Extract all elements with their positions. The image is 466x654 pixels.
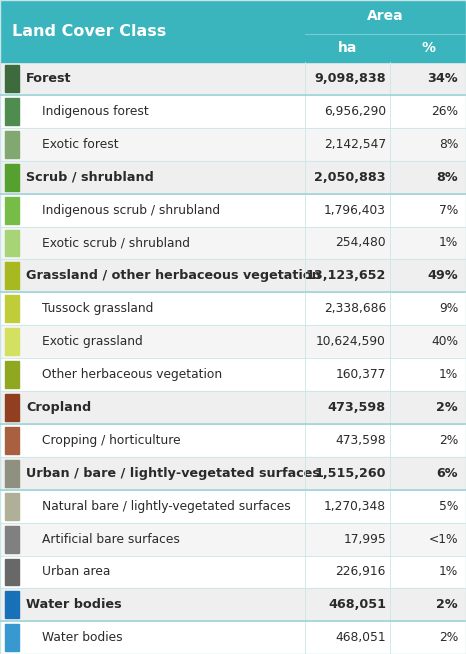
Text: 6,956,290: 6,956,290	[324, 105, 386, 118]
Text: Natural bare / lightly-vegetated surfaces: Natural bare / lightly-vegetated surface…	[42, 500, 291, 513]
Bar	[0, 523, 466, 555]
Text: 49%: 49%	[427, 269, 458, 283]
Bar	[0, 62, 466, 95]
Text: <1%: <1%	[429, 532, 458, 545]
Text: 7%: 7%	[439, 203, 458, 216]
Text: 26%: 26%	[431, 105, 458, 118]
Bar	[5, 262, 19, 289]
Text: 254,480: 254,480	[336, 237, 386, 249]
Bar	[5, 427, 19, 454]
Bar	[0, 226, 466, 260]
Text: 468,051: 468,051	[328, 598, 386, 611]
Bar	[5, 460, 19, 487]
Text: 2,142,547: 2,142,547	[324, 138, 386, 151]
Text: 40%: 40%	[431, 335, 458, 348]
Bar	[0, 325, 466, 358]
Text: 1%: 1%	[439, 237, 458, 249]
Bar	[0, 161, 466, 194]
Bar	[5, 591, 19, 618]
Bar	[0, 194, 466, 226]
Bar	[0, 589, 466, 621]
Bar	[5, 559, 19, 585]
Bar	[0, 95, 466, 128]
Bar	[0, 555, 466, 589]
Text: 2%: 2%	[439, 434, 458, 447]
Text: Tussock grassland: Tussock grassland	[42, 302, 153, 315]
Text: 6%: 6%	[437, 467, 458, 480]
Text: Cropping / horticulture: Cropping / horticulture	[42, 434, 181, 447]
Text: Grassland / other herbaceous vegetation: Grassland / other herbaceous vegetation	[26, 269, 321, 283]
Text: 2%: 2%	[436, 401, 458, 414]
Text: 34%: 34%	[427, 72, 458, 85]
Bar	[0, 260, 466, 292]
Text: 17,995: 17,995	[343, 532, 386, 545]
Bar	[5, 296, 19, 322]
Text: %: %	[421, 41, 435, 55]
Bar	[0, 358, 466, 391]
Text: Cropland: Cropland	[26, 401, 91, 414]
Text: 1,515,260: 1,515,260	[315, 467, 386, 480]
Text: Water bodies: Water bodies	[42, 631, 123, 644]
Text: 2%: 2%	[436, 598, 458, 611]
Text: 8%: 8%	[436, 171, 458, 184]
Text: 2%: 2%	[439, 631, 458, 644]
Bar	[5, 328, 19, 355]
Text: 2,338,686: 2,338,686	[324, 302, 386, 315]
Bar	[0, 292, 466, 325]
Bar	[5, 98, 19, 125]
Bar	[5, 625, 19, 651]
Bar	[5, 394, 19, 421]
Text: 1,270,348: 1,270,348	[324, 500, 386, 513]
Text: 1%: 1%	[439, 566, 458, 578]
Bar	[5, 65, 19, 92]
Text: Scrub / shrubland: Scrub / shrubland	[26, 171, 154, 184]
Text: Area: Area	[367, 9, 404, 23]
Text: 160,377: 160,377	[336, 368, 386, 381]
Text: Exotic grassland: Exotic grassland	[42, 335, 143, 348]
Text: 9,098,838: 9,098,838	[315, 72, 386, 85]
Text: Urban area: Urban area	[42, 566, 110, 578]
Text: Urban / bare / lightly-vegetated surfaces: Urban / bare / lightly-vegetated surface…	[26, 467, 320, 480]
Text: 1%: 1%	[439, 368, 458, 381]
Text: Artificial bare surfaces: Artificial bare surfaces	[42, 532, 180, 545]
Bar	[0, 391, 466, 424]
Bar	[0, 424, 466, 456]
Text: Land Cover Class: Land Cover Class	[12, 24, 166, 39]
Bar	[5, 492, 19, 519]
Text: ha: ha	[338, 41, 357, 55]
Text: 9%: 9%	[439, 302, 458, 315]
Bar	[0, 490, 466, 523]
Text: 473,598: 473,598	[336, 434, 386, 447]
Text: Exotic forest: Exotic forest	[42, 138, 119, 151]
Bar	[5, 361, 19, 388]
Text: 473,598: 473,598	[328, 401, 386, 414]
Text: Water bodies: Water bodies	[26, 598, 122, 611]
Text: 13,123,652: 13,123,652	[306, 269, 386, 283]
Bar	[5, 131, 19, 158]
Bar	[0, 128, 466, 161]
Text: 8%: 8%	[439, 138, 458, 151]
Text: Indigenous forest: Indigenous forest	[42, 105, 149, 118]
Text: 226,916: 226,916	[336, 566, 386, 578]
Text: Forest: Forest	[26, 72, 71, 85]
Bar	[0, 0, 466, 62]
Text: Other herbaceous vegetation: Other herbaceous vegetation	[42, 368, 222, 381]
Text: Exotic scrub / shrubland: Exotic scrub / shrubland	[42, 237, 190, 249]
Bar	[0, 621, 466, 654]
Text: 5%: 5%	[439, 500, 458, 513]
Text: Indigenous scrub / shrubland: Indigenous scrub / shrubland	[42, 203, 220, 216]
Bar	[5, 526, 19, 553]
Bar	[5, 197, 19, 224]
Bar	[5, 230, 19, 256]
Bar	[0, 456, 466, 490]
Text: 468,051: 468,051	[336, 631, 386, 644]
Text: 1,796,403: 1,796,403	[324, 203, 386, 216]
Text: 2,050,883: 2,050,883	[315, 171, 386, 184]
Bar	[5, 164, 19, 190]
Text: 10,624,590: 10,624,590	[316, 335, 386, 348]
